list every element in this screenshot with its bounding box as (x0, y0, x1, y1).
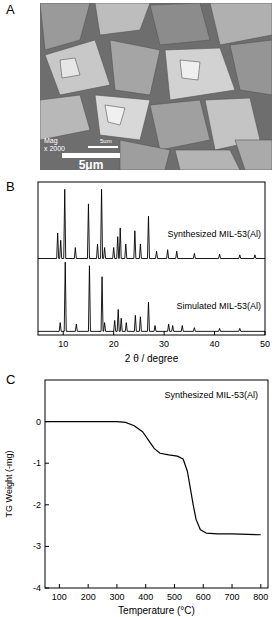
x-tick (203, 584, 204, 588)
y-tick-label: -1 (33, 458, 41, 468)
x-tick-label: 700 (225, 592, 240, 602)
series-line (45, 422, 261, 535)
y-tick (45, 588, 49, 589)
series-label: Synthesized MIL-53(Al) (167, 229, 261, 239)
crystal (210, 3, 272, 45)
y-tick (45, 463, 49, 464)
scale-bar-small (88, 146, 118, 148)
plot-frame (38, 182, 265, 335)
crystal (95, 3, 150, 35)
x-axis-title: Temperature (°C) (118, 605, 195, 616)
x-tick-label: 400 (138, 592, 153, 602)
chart-panel: C 100 200 300 400 500 600 700 800 0 -1 -2 -3 -4 Temper… (4, 372, 268, 616)
x-tick-label: 100 (52, 592, 67, 602)
x-tick-label: 20 (109, 339, 119, 349)
x-tick (88, 584, 89, 588)
x-tick-label: 40 (210, 339, 220, 349)
panel-label: B (6, 179, 15, 194)
y-tick-label: -4 (33, 583, 41, 593)
crystal (45, 40, 110, 95)
series-line (38, 189, 265, 258)
panel-label: C (6, 372, 15, 387)
x-tick (116, 584, 117, 588)
mag-value: x 2000 (44, 145, 65, 152)
crystal (180, 60, 200, 80)
crystal (235, 140, 272, 170)
crystal (165, 48, 235, 100)
crystal (120, 140, 170, 170)
crystal (60, 58, 80, 78)
x-tick-label: 500 (167, 592, 182, 602)
y-tick-label: 0 (36, 417, 41, 427)
chart-panel: B 10 20 30 40 50 2 θ / degree Synthesized MIL-5… (6, 179, 270, 364)
x-tick (260, 584, 261, 588)
panel-label: A (6, 2, 15, 17)
plot-frame (45, 380, 268, 588)
x-tick-label: 30 (159, 339, 169, 349)
plot-area (38, 189, 265, 331)
x-tick-label: 50 (260, 339, 270, 349)
figure: A Magx 2000 5um 5μm B 10 20 30 40 50 2 θ / degree S… (0, 0, 276, 617)
y-tick-label: -2 (33, 500, 41, 510)
crystal (150, 3, 210, 45)
x-tick-label: 600 (196, 592, 211, 602)
crystal (110, 40, 160, 95)
x-tick-label: 10 (58, 339, 68, 349)
crystal (230, 40, 272, 95)
crystal (40, 95, 90, 140)
x-tick-label: 300 (109, 592, 124, 602)
series-label: Simulated MIL-53(Al) (176, 301, 261, 311)
x-tick (145, 584, 146, 588)
crystal (105, 105, 125, 125)
scale-bar-small-label: 5um (100, 138, 112, 144)
x-tick (59, 584, 60, 588)
x-tick (232, 584, 233, 588)
x-axis-title: 2 θ / degree (125, 353, 179, 364)
y-axis-title: TG Weight (-mg) (4, 451, 14, 518)
micrograph-background (40, 3, 272, 170)
scale-bar-label: 5μm (79, 158, 104, 172)
crystal (150, 100, 210, 150)
x-tick (174, 584, 175, 588)
x-tick-label: 200 (81, 592, 96, 602)
series-line (38, 262, 265, 331)
series-label: Synthesized MIL-53(Al) (164, 390, 258, 400)
x-tick-label: 800 (253, 592, 268, 602)
y-tick (45, 546, 49, 547)
plot-area (45, 422, 261, 535)
mag-label: Mag (44, 137, 58, 145)
micrograph (40, 3, 272, 170)
crystal (40, 3, 90, 50)
crystal (175, 150, 240, 170)
y-tick-label: -3 (33, 541, 41, 551)
y-tick (45, 504, 49, 505)
crystal (95, 95, 150, 140)
